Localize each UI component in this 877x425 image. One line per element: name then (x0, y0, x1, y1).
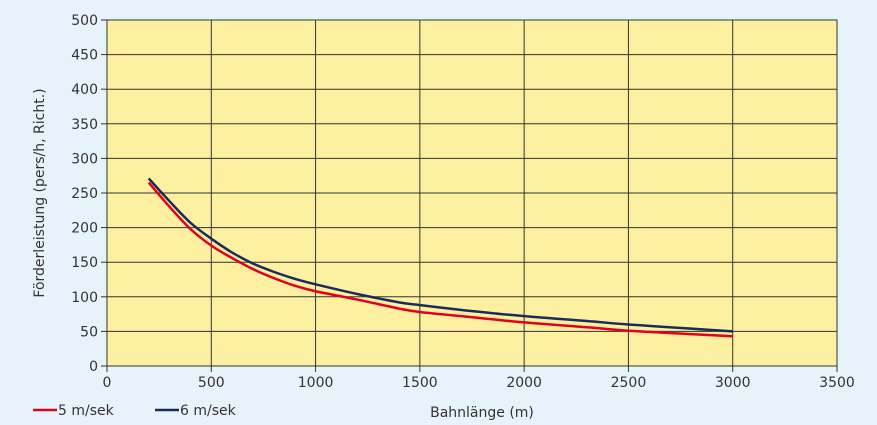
plot-border (106, 19, 838, 367)
x-tick-label: 3500 (819, 375, 855, 391)
x-tick-label: 0 (103, 375, 112, 391)
series-line-5-m-sek (147, 181, 733, 338)
y-tick-label: 0 (89, 359, 98, 375)
x-tick-labels: 0 500 1000 1500 2000 2500 3000 3500 (103, 375, 855, 391)
x-tick-label: 2500 (611, 375, 647, 391)
y-tick-label: 150 (71, 255, 98, 271)
series-lines (147, 177, 733, 338)
series-line-6-m-sek (147, 177, 733, 333)
x-tick-label: 3000 (715, 375, 751, 391)
y-tick-label: 100 (71, 290, 98, 306)
y-tick-labels: 0 50 100 150 200 250 300 350 400 450 500 (71, 13, 98, 375)
y-tick-label: 200 (71, 221, 98, 237)
y-tick-label: 50 (80, 324, 98, 340)
x-tick-label: 1500 (402, 375, 438, 391)
y-tick-label: 300 (71, 151, 98, 167)
x-tick-label: 2000 (506, 375, 542, 391)
y-axis-title: Förderleistung (pers/h, Richt.) (32, 88, 48, 297)
legend: 5 m/sek 6 m/sek (33, 403, 237, 419)
legend-label-6-m-sek: 6 m/sek (180, 403, 237, 419)
x-axis-title: Bahnlänge (m) (430, 405, 534, 421)
legend-label-5-m-sek: 5 m/sek (58, 403, 115, 419)
y-tick-label: 250 (71, 186, 98, 202)
y-tick-label: 450 (71, 48, 98, 64)
y-tick-label: 350 (71, 117, 98, 133)
x-tick-label: 1000 (298, 375, 334, 391)
y-tick-label: 500 (71, 13, 98, 29)
y-tick-label: 400 (71, 82, 98, 98)
x-tick-label: 500 (198, 375, 225, 391)
